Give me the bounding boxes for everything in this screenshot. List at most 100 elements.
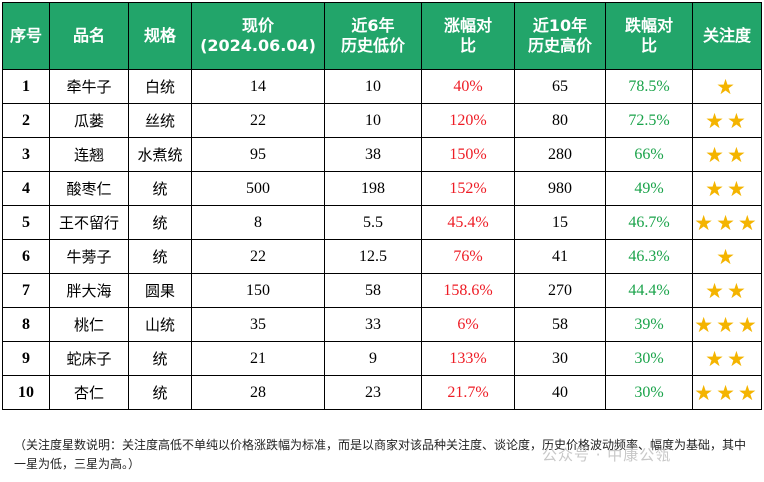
cell-idx: 5 bbox=[2, 205, 50, 240]
header-name: 品名 bbox=[49, 2, 129, 70]
attention-note: （关注度星数说明：关注度高低不单纯以价格涨跌幅为标准，而是以商家对该品种关注度、… bbox=[14, 438, 747, 471]
cell-rise: 120% bbox=[421, 103, 515, 138]
watermark: 公众号 · 中康公瓴 bbox=[542, 446, 672, 464]
cell-high: 270 bbox=[514, 273, 606, 308]
cell-stars: ★ bbox=[692, 239, 762, 274]
table-row: 6 牛蒡子统 22 12.5 76% 41 46.3% ★ bbox=[2, 239, 762, 274]
herb-price-table: 序号 品名 规格 现价 (2024.06.04) 近6年 历史低价 涨幅对 比 … bbox=[2, 2, 762, 410]
cell-stars: ★★ bbox=[692, 341, 762, 376]
cell-low: 10 bbox=[324, 103, 422, 138]
cell-spec: 统 bbox=[128, 239, 192, 274]
cell-spec: 白统 bbox=[128, 69, 192, 104]
cell-price: 22 bbox=[191, 103, 325, 138]
header-low-line1: 近6年 bbox=[351, 16, 395, 35]
cell-high: 41 bbox=[514, 239, 606, 274]
cell-fall: 46.7% bbox=[605, 205, 693, 240]
header-high-line1: 近10年 bbox=[532, 16, 588, 35]
cell-price: 95 bbox=[191, 137, 325, 172]
cell-idx: 6 bbox=[2, 239, 50, 274]
cell-idx: 8 bbox=[2, 307, 50, 342]
cell-low: 23 bbox=[324, 375, 422, 410]
table-row: 10 杏仁统 28 23 21.7% 40 30% ★★★ bbox=[2, 375, 762, 410]
cell-fall: 39% bbox=[605, 307, 693, 342]
cell-low: 10 bbox=[324, 69, 422, 104]
cell-spec: 圆果 bbox=[128, 273, 192, 308]
cell-price: 500 bbox=[191, 171, 325, 206]
cell-spec: 水煮统 bbox=[128, 137, 192, 172]
cell-spec: 统 bbox=[128, 375, 192, 410]
cell-price: 35 bbox=[191, 307, 325, 342]
cell-rise: 152% bbox=[421, 171, 515, 206]
cell-name: 王不留行 bbox=[49, 205, 129, 240]
table-body: 1 牵牛子 白统 14 10 40% 65 78.5% ★ 2 瓜蒌 丝统 22 10 120% 80 72.5… bbox=[2, 69, 762, 410]
cell-price: 8 bbox=[191, 205, 325, 240]
cell-idx: 3 bbox=[2, 137, 50, 172]
cell-stars: ★★★ bbox=[692, 375, 762, 410]
cell-stars: ★★ bbox=[692, 171, 762, 206]
cell-fall: 46.3% bbox=[605, 239, 693, 274]
cell-spec: 山统 bbox=[128, 307, 192, 342]
cell-name: 蛇床子 bbox=[49, 341, 129, 376]
header-price-line2: (2024.06.04) bbox=[200, 36, 316, 55]
cell-high: 980 bbox=[514, 171, 606, 206]
header-fall: 跌幅对 比 bbox=[605, 2, 693, 70]
cell-low: 198 bbox=[324, 171, 422, 206]
table-row: 3 连翘 水煮统 95 38 150% 280 66% ★★ bbox=[2, 137, 762, 172]
cell-high: 30 bbox=[514, 341, 606, 376]
header-rise-line2: 比 bbox=[459, 36, 476, 55]
cell-fall: 30% bbox=[605, 375, 693, 410]
cell-spec: 丝统 bbox=[128, 103, 192, 138]
cell-price: 150 bbox=[191, 273, 325, 308]
cell-fall: 44.4% bbox=[605, 273, 693, 308]
cell-spec: 统 bbox=[128, 171, 192, 206]
cell-high: 65 bbox=[514, 69, 606, 104]
cell-high: 40 bbox=[514, 375, 606, 410]
header-high: 近10年 历史高价 bbox=[514, 2, 606, 70]
cell-stars: ★★ bbox=[692, 137, 762, 172]
cell-fall: 66% bbox=[605, 137, 693, 172]
cell-rise: 76% bbox=[421, 239, 515, 274]
cell-fall: 30% bbox=[605, 341, 693, 376]
cell-idx: 7 bbox=[2, 273, 50, 308]
cell-low: 58 bbox=[324, 273, 422, 308]
cell-rise: 40% bbox=[421, 69, 515, 104]
table-row: 5 王不留行统 8 5.5 45.4% 15 46.7% ★★★ bbox=[2, 205, 762, 240]
cell-name: 瓜蒌 bbox=[49, 103, 129, 138]
cell-rise: 45.4% bbox=[421, 205, 515, 240]
header-fall-line1: 跌幅对 bbox=[624, 16, 673, 35]
header-low: 近6年 历史低价 bbox=[324, 2, 422, 70]
table-row: 8 桃仁 山统 35 33 6% 58 39% ★★★ bbox=[2, 307, 762, 342]
header-row: 序号 品名 规格 现价 (2024.06.04) 近6年 历史低价 涨幅对 比 … bbox=[2, 2, 762, 70]
cell-low: 12.5 bbox=[324, 239, 422, 274]
cell-low: 9 bbox=[324, 341, 422, 376]
cell-name: 牵牛子 bbox=[49, 69, 129, 104]
cell-price: 21 bbox=[191, 341, 325, 376]
header-spec: 规格 bbox=[128, 2, 192, 70]
header-price: 现价 (2024.06.04) bbox=[191, 2, 325, 70]
cell-rise: 21.7% bbox=[421, 375, 515, 410]
header-price-line1: 现价 bbox=[241, 16, 274, 35]
table-row: 7 胖大海 圆果 150 58 158.6% 270 44.4% ★★ bbox=[2, 273, 762, 308]
table-row: 9 蛇床子统 21 9 133% 30 30% ★★ bbox=[2, 341, 762, 376]
cell-stars: ★★ bbox=[692, 103, 762, 138]
header-idx: 序号 bbox=[2, 2, 50, 70]
cell-stars: ★ bbox=[692, 69, 762, 104]
header-high-line2: 历史高价 bbox=[527, 36, 592, 55]
cell-idx: 4 bbox=[2, 171, 50, 206]
cell-idx: 2 bbox=[2, 103, 50, 138]
cell-high: 280 bbox=[514, 137, 606, 172]
cell-stars: ★★★ bbox=[692, 205, 762, 240]
header-rise-line1: 涨幅对 bbox=[443, 16, 492, 35]
cell-idx: 9 bbox=[2, 341, 50, 376]
cell-fall: 78.5% bbox=[605, 69, 693, 104]
cell-rise: 158.6% bbox=[421, 273, 515, 308]
cell-high: 58 bbox=[514, 307, 606, 342]
cell-price: 22 bbox=[191, 239, 325, 274]
cell-rise: 150% bbox=[421, 137, 515, 172]
cell-stars: ★★★ bbox=[692, 307, 762, 342]
cell-name: 连翘 bbox=[49, 137, 129, 172]
table-row: 4 酸枣仁统 500 198 152% 980 49% ★★ bbox=[2, 171, 762, 206]
cell-rise: 6% bbox=[421, 307, 515, 342]
cell-spec: 统 bbox=[128, 341, 192, 376]
cell-spec: 统 bbox=[128, 205, 192, 240]
